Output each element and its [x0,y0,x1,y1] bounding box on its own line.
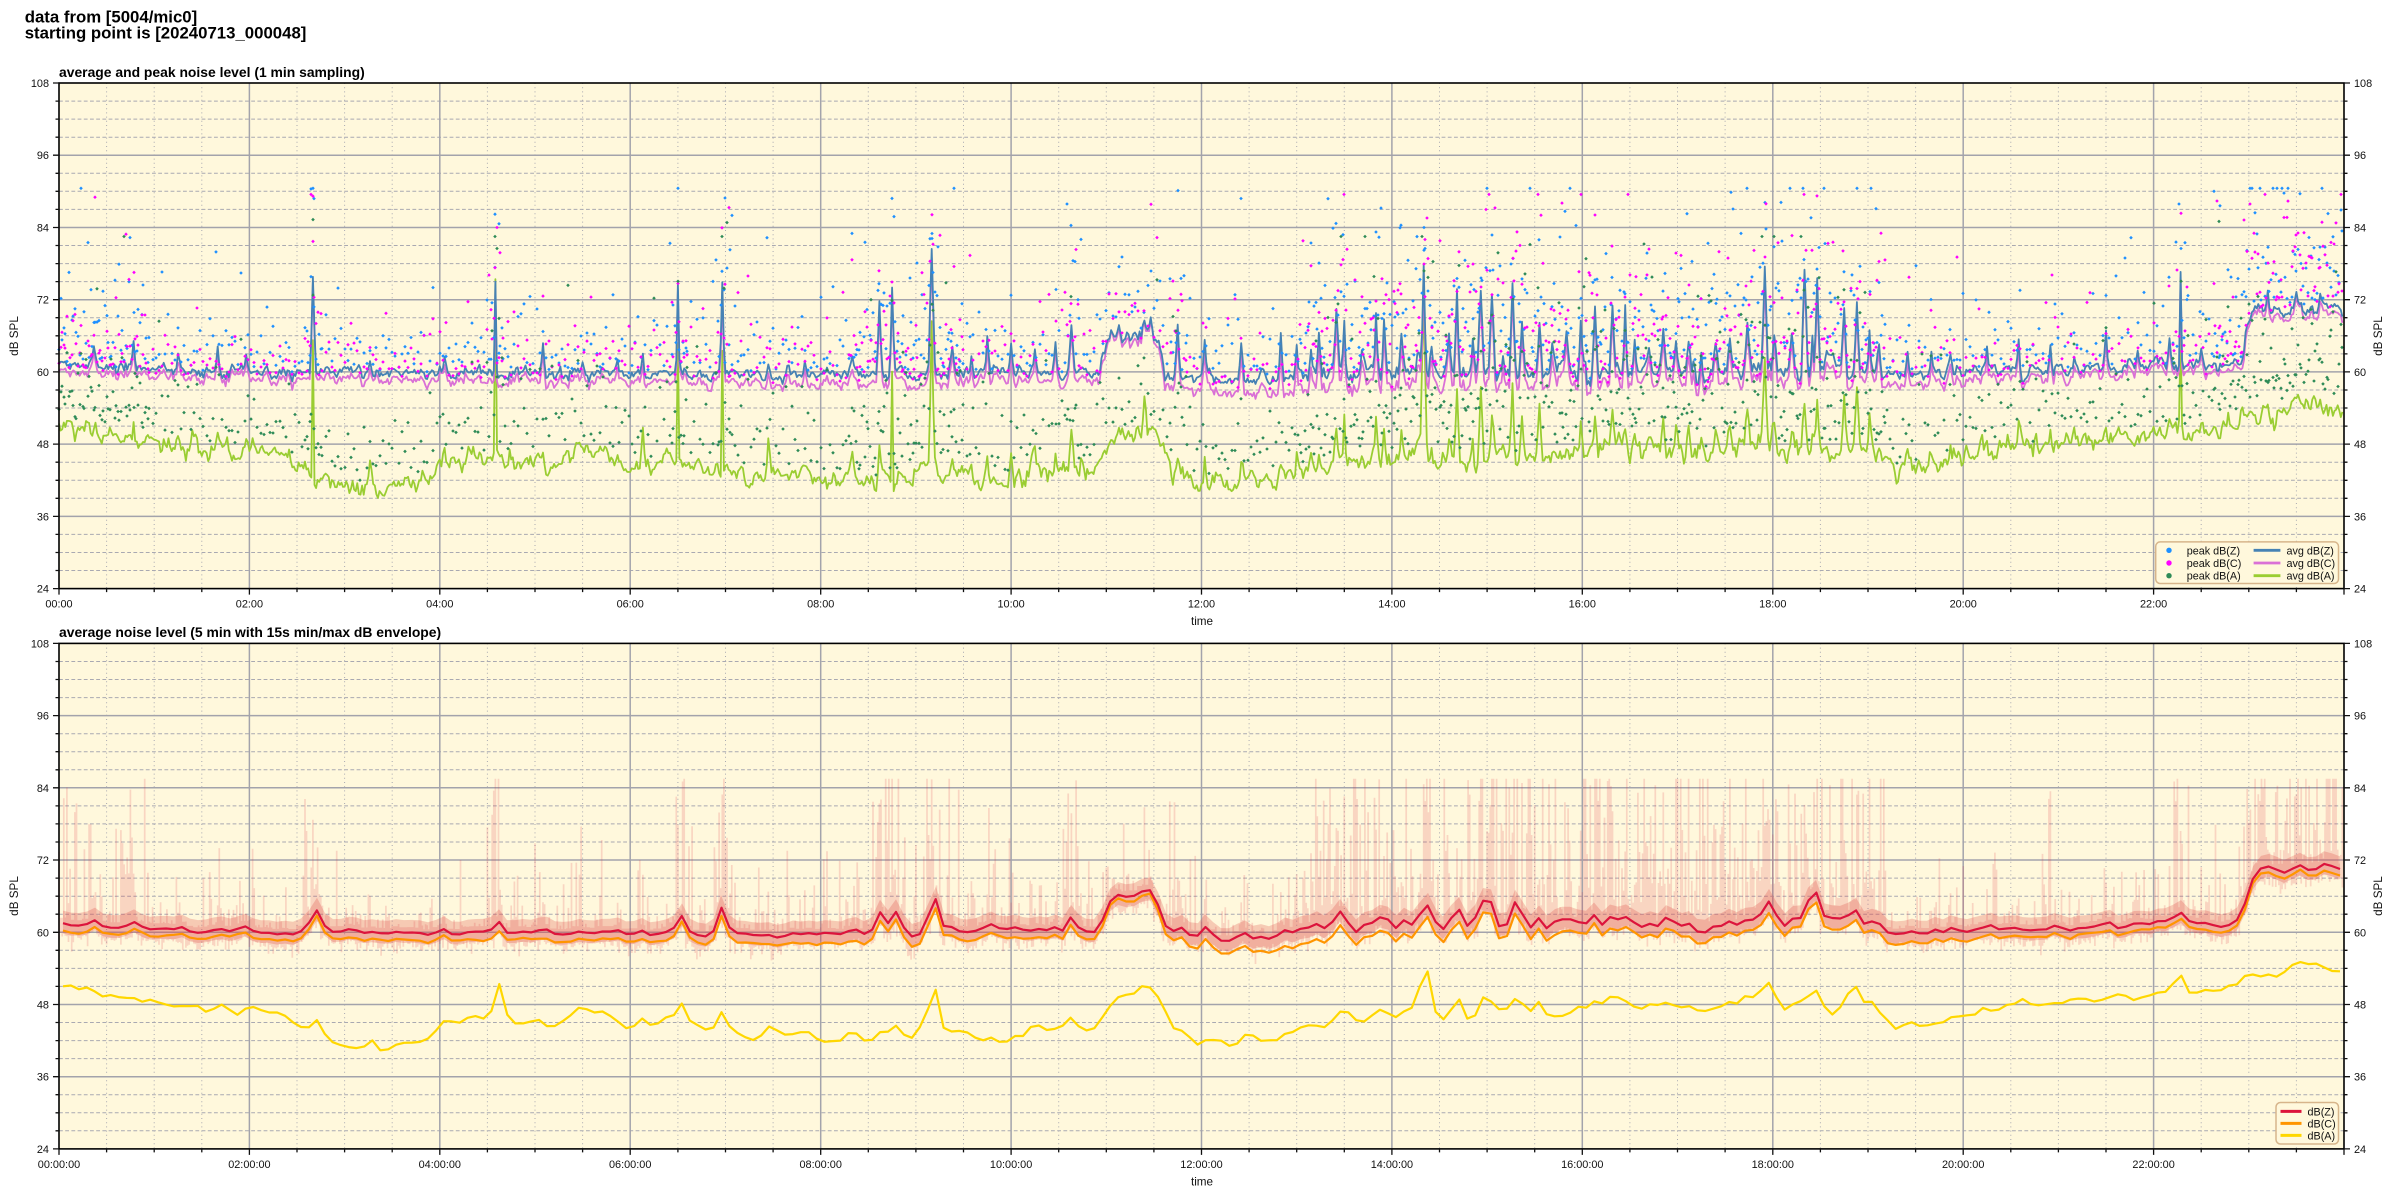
svg-text:72: 72 [37,295,49,307]
svg-text:108: 108 [31,638,49,650]
svg-text:60: 60 [37,927,49,939]
svg-text:peak dB(C): peak dB(C) [2187,558,2242,570]
svg-text:20:00: 20:00 [1950,599,1977,611]
svg-text:20:00:00: 20:00:00 [1942,1159,1984,1171]
svg-text:average and peak noise level (: average and peak noise level (1 min samp… [59,64,365,80]
svg-text:avg dB(C): avg dB(C) [2287,558,2336,570]
svg-text:84: 84 [37,783,49,795]
svg-text:time: time [1191,1175,1213,1188]
svg-text:00:00:00: 00:00:00 [38,1159,80,1171]
svg-text:22:00:00: 22:00:00 [2132,1159,2174,1171]
svg-text:starting point is [20240713_00: starting point is [20240713_000048] [25,24,307,43]
svg-text:60: 60 [37,367,49,379]
svg-text:16:00:00: 16:00:00 [1561,1159,1603,1171]
svg-text:06:00:00: 06:00:00 [609,1159,651,1171]
svg-text:84: 84 [37,223,49,235]
svg-text:12:00: 12:00 [1188,599,1215,611]
svg-text:96: 96 [2354,711,2366,723]
svg-text:dB(C): dB(C) [2308,1118,2336,1130]
svg-text:04:00:00: 04:00:00 [419,1159,461,1171]
svg-text:12:00:00: 12:00:00 [1180,1159,1222,1171]
svg-text:average noise level (5 min wit: average noise level (5 min with 15s min/… [59,624,441,640]
svg-text:48: 48 [2354,439,2366,451]
svg-text:14:00:00: 14:00:00 [1371,1159,1413,1171]
svg-text:36: 36 [37,1072,49,1084]
svg-text:108: 108 [2354,638,2372,650]
svg-text:peak dB(Z): peak dB(Z) [2187,545,2240,557]
svg-text:data from [5004/mic0]: data from [5004/mic0] [25,8,198,27]
svg-text:dB SPL: dB SPL [2372,316,2385,356]
svg-text:14:00: 14:00 [1378,599,1405,611]
svg-text:08:00:00: 08:00:00 [799,1159,841,1171]
svg-text:84: 84 [2354,783,2366,795]
svg-text:avg dB(Z): avg dB(Z) [2287,545,2334,557]
svg-text:72: 72 [37,855,49,867]
svg-text:dB(A): dB(A) [2308,1130,2336,1142]
svg-text:108: 108 [31,78,49,90]
svg-text:96: 96 [37,150,49,162]
svg-text:24: 24 [2354,584,2366,596]
svg-text:60: 60 [2354,927,2366,939]
svg-text:60: 60 [2354,367,2366,379]
svg-text:00:00: 00:00 [45,599,72,611]
svg-text:48: 48 [2354,1000,2366,1012]
svg-text:36: 36 [37,511,49,523]
svg-text:10:00:00: 10:00:00 [990,1159,1032,1171]
svg-text:96: 96 [2354,150,2366,162]
svg-text:24: 24 [2354,1144,2366,1156]
svg-text:96: 96 [37,711,49,723]
svg-text:dB SPL: dB SPL [8,876,21,916]
svg-text:02:00:00: 02:00:00 [228,1159,270,1171]
svg-text:72: 72 [2354,295,2366,307]
svg-text:10:00: 10:00 [997,599,1024,611]
svg-text:02:00: 02:00 [236,599,263,611]
svg-text:84: 84 [2354,223,2366,235]
svg-text:36: 36 [2354,1072,2366,1084]
svg-text:24: 24 [37,584,49,596]
svg-text:48: 48 [37,1000,49,1012]
svg-text:48: 48 [37,439,49,451]
svg-text:peak dB(A): peak dB(A) [2187,571,2241,583]
svg-text:dB(Z): dB(Z) [2308,1106,2335,1118]
svg-text:36: 36 [2354,511,2366,523]
svg-text:16:00: 16:00 [1569,599,1596,611]
svg-text:avg dB(A): avg dB(A) [2287,571,2335,583]
svg-text:72: 72 [2354,855,2366,867]
svg-text:08:00: 08:00 [807,599,834,611]
svg-text:24: 24 [37,1144,49,1156]
svg-text:dB SPL: dB SPL [8,316,21,356]
svg-text:06:00: 06:00 [617,599,644,611]
svg-text:04:00: 04:00 [426,599,453,611]
svg-text:108: 108 [2354,78,2372,90]
svg-text:18:00: 18:00 [1759,599,1786,611]
svg-text:time: time [1191,615,1213,628]
svg-text:18:00:00: 18:00:00 [1752,1159,1794,1171]
svg-text:dB SPL: dB SPL [2372,876,2385,916]
svg-text:22:00: 22:00 [2140,599,2167,611]
